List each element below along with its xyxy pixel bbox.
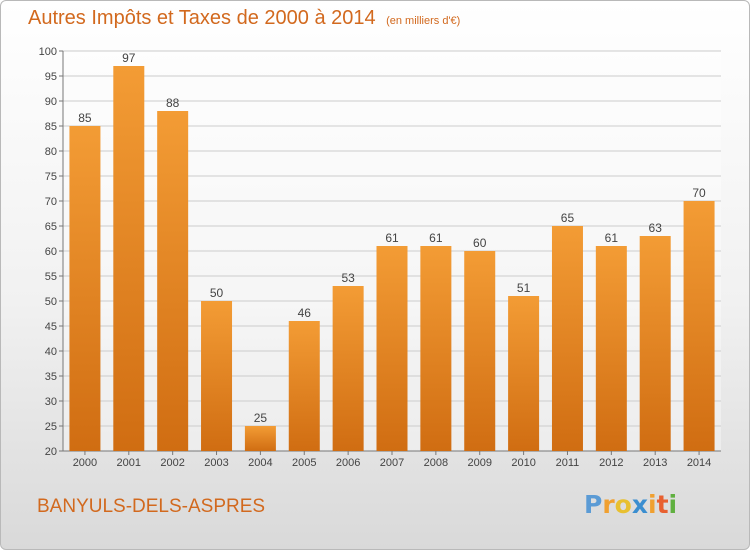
bar [551,226,583,451]
bar-value-label: 53 [341,271,355,285]
x-tick-label: 2001 [117,457,141,469]
logo-letter: P [584,490,603,519]
bar-value-label: 61 [605,231,619,245]
bar-value-label: 61 [385,231,399,245]
bar-value-label: 46 [298,306,312,320]
y-tick-label: 100 [39,46,57,58]
title-block: Autres Impôts et Taxes de 2000 à 2014 (e… [28,7,460,30]
x-tick-label: 2003 [204,457,228,469]
bar-value-label: 63 [649,221,663,235]
bar-value-label: 50 [210,286,224,300]
bar-value-label: 60 [473,236,487,250]
x-tick-label: 2002 [160,457,184,469]
x-tick-label: 2009 [467,457,491,469]
y-tick-label: 75 [45,171,57,183]
proxiti-logo: Proxiti [584,490,677,519]
bar [201,301,233,451]
chart-subtitle: (en milliers d'€) [386,15,461,27]
y-tick-label: 85 [45,121,57,133]
commune-name: BANYULS-DELS-ASPRES [37,496,266,517]
y-tick-label: 55 [45,271,57,283]
bar-value-label: 97 [122,51,136,65]
x-tick-label: 2014 [687,457,711,469]
y-tick-label: 30 [45,396,57,408]
bar-value-label: 25 [254,411,268,425]
y-tick-label: 90 [45,96,57,108]
x-tick-label: 2008 [424,457,448,469]
bar-value-label: 51 [517,281,531,295]
y-tick-label: 65 [45,221,57,233]
y-tick-label: 95 [45,71,57,83]
logo-letter: r [602,490,615,519]
y-tick-label: 70 [45,196,57,208]
x-tick-label: 2005 [292,457,316,469]
bar [464,251,496,451]
logo-letter: x [631,490,648,519]
bar-value-label: 65 [561,211,575,225]
x-tick-label: 2000 [73,457,97,469]
y-tick-label: 35 [45,371,57,383]
y-tick-label: 60 [45,246,57,258]
logo-letter: o [614,490,632,519]
bar-value-label: 70 [692,186,706,200]
bar-value-label: 85 [78,111,92,125]
bar [113,66,145,451]
y-tick-label: 80 [45,146,57,158]
y-tick-label: 45 [45,321,57,333]
bar-value-label: 61 [429,231,443,245]
x-tick-label: 2012 [599,457,623,469]
bar [508,296,540,451]
bar [376,246,408,451]
chart-title: Autres Impôts et Taxes de 2000 à 2014 [28,7,376,29]
x-tick-label: 2011 [556,457,580,469]
bar [639,236,671,451]
x-tick-label: 2013 [643,457,667,469]
y-tick-label: 40 [45,346,57,358]
y-tick-label: 20 [45,446,57,458]
x-tick-label: 2007 [380,457,404,469]
bar [420,246,452,451]
bar [683,201,715,451]
x-tick-label: 2006 [336,457,360,469]
y-tick-label: 50 [45,296,57,308]
bar [288,321,320,451]
bar [595,246,627,451]
bar [157,111,189,451]
x-tick-label: 2004 [248,457,272,469]
bar [69,126,101,451]
x-tick-label: 2010 [511,457,535,469]
logo-letter: i [668,490,678,519]
bar-value-label: 88 [166,96,180,110]
y-tick-label: 25 [45,421,57,433]
logo-letter: i [648,490,657,519]
bar [332,286,364,451]
logo-letter: t [656,490,669,519]
bar [244,426,276,451]
